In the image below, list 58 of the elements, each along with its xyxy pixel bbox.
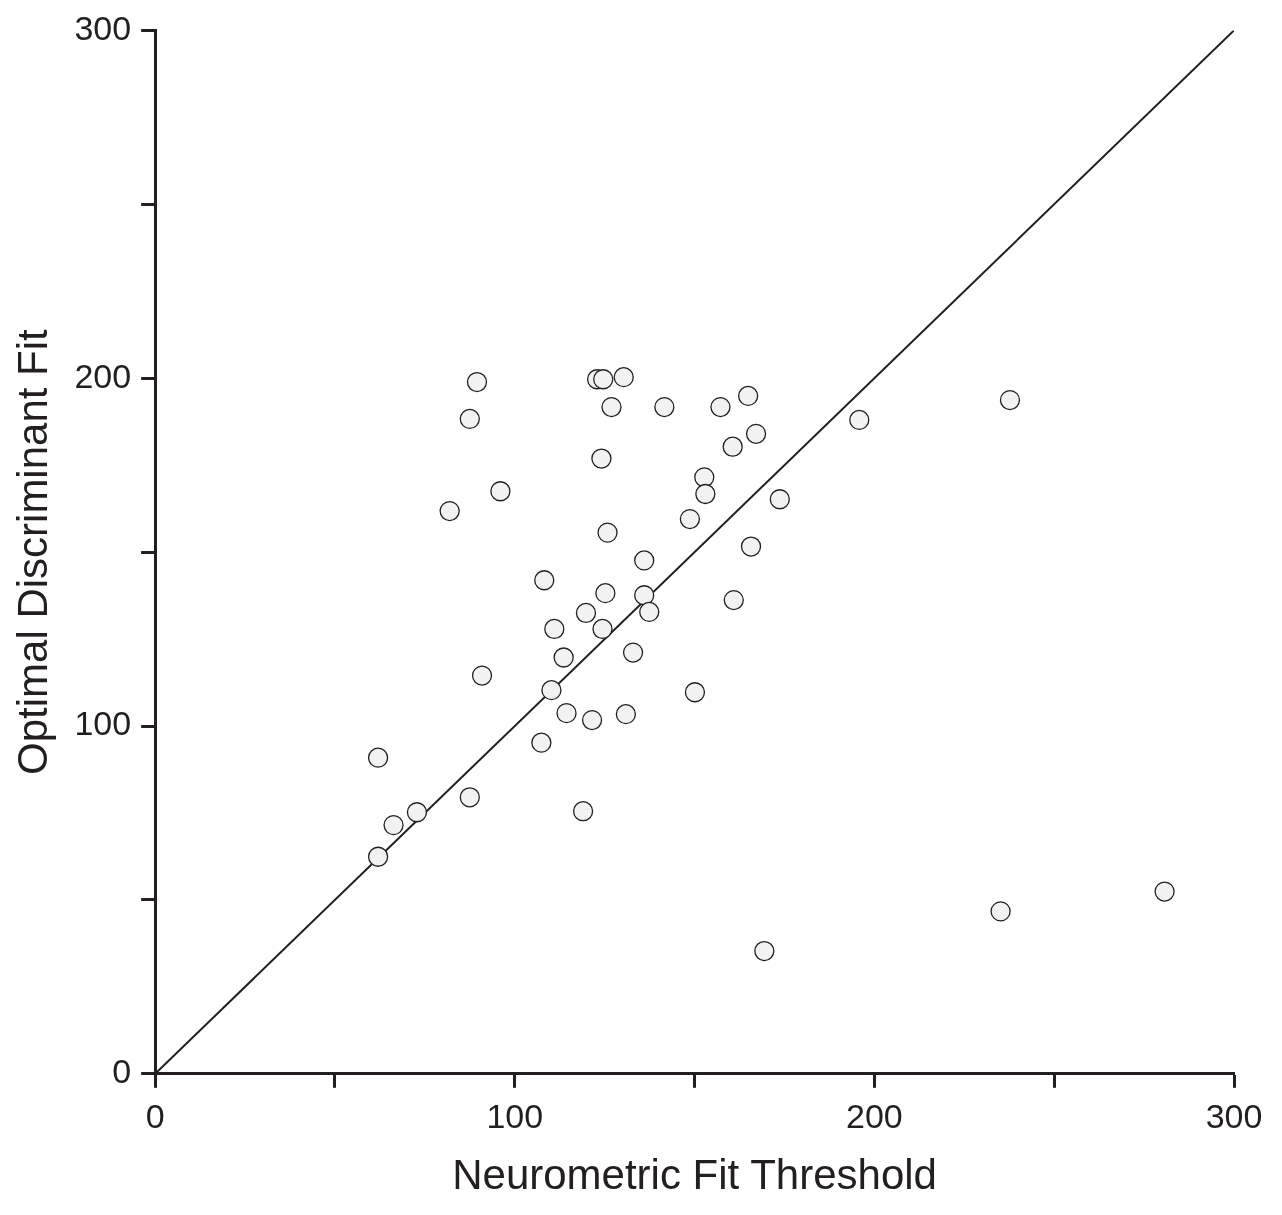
point	[593, 369, 614, 390]
point	[595, 582, 616, 604]
x-tick-label: 200	[846, 1096, 903, 1135]
y-tick-label: 200	[74, 356, 132, 395]
point	[723, 589, 744, 611]
y-axis-title: Optimal Discriminant Fit	[8, 328, 56, 775]
point	[634, 550, 655, 571]
point	[490, 481, 511, 502]
point	[684, 682, 706, 703]
x-axis-title: Neurometric Fit Threshold	[452, 1151, 937, 1199]
point	[367, 846, 389, 867]
point	[654, 396, 675, 418]
point	[990, 901, 1011, 922]
x-tick-label: 300	[1205, 1096, 1263, 1135]
x-tick-label: 0	[145, 1096, 165, 1135]
y-tick-label: 100	[74, 704, 132, 743]
point	[439, 500, 460, 522]
point	[615, 704, 637, 725]
y-tick-label: 0	[112, 1052, 132, 1091]
point	[695, 483, 716, 505]
point	[710, 396, 731, 418]
point	[367, 747, 389, 768]
point	[613, 367, 634, 388]
point	[1154, 881, 1175, 902]
point	[740, 536, 762, 557]
point	[849, 409, 870, 431]
point	[575, 602, 597, 624]
point	[597, 522, 618, 543]
point	[601, 396, 622, 418]
point	[556, 702, 577, 724]
x-tick-label: 100	[486, 1096, 544, 1135]
point	[622, 642, 644, 663]
point	[592, 618, 613, 640]
point	[769, 489, 790, 510]
point	[383, 814, 404, 836]
point	[459, 408, 480, 430]
point	[553, 647, 574, 668]
point	[541, 680, 562, 701]
point	[459, 787, 480, 808]
point	[999, 389, 1021, 411]
point	[534, 570, 555, 591]
point	[572, 801, 594, 822]
point	[591, 448, 612, 469]
point	[471, 665, 493, 686]
point	[531, 732, 552, 753]
point	[722, 436, 743, 457]
point	[679, 508, 701, 530]
point	[544, 618, 565, 640]
point	[738, 385, 759, 407]
point	[639, 601, 660, 623]
point	[694, 467, 715, 488]
point	[581, 709, 603, 731]
point	[466, 371, 488, 393]
point	[745, 423, 767, 444]
point	[754, 940, 775, 962]
point	[406, 802, 428, 823]
y-tick-label: 300	[74, 8, 132, 47]
point	[634, 585, 655, 606]
